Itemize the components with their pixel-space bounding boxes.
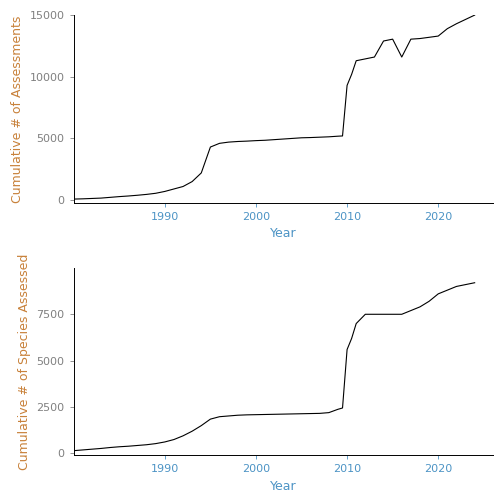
- X-axis label: Year: Year: [270, 227, 297, 240]
- Y-axis label: Cumulative # of Species Assessed: Cumulative # of Species Assessed: [18, 254, 31, 470]
- X-axis label: Year: Year: [270, 480, 297, 493]
- Y-axis label: Cumulative # of Assessments: Cumulative # of Assessments: [11, 15, 24, 203]
